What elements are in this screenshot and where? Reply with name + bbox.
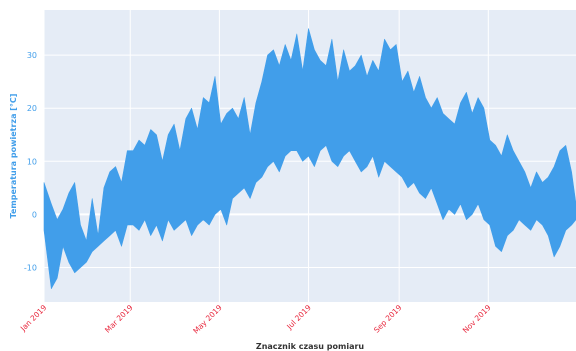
y-tick-label: 30 — [27, 51, 37, 60]
y-axis-title: Temperatura powietrza [°C] — [9, 94, 18, 219]
temperature-series — [43, 28, 576, 289]
x-tick-label: Jul 2019 — [284, 303, 313, 332]
y-tick-label: 0 — [32, 210, 37, 219]
x-tick-label: Sep 2019 — [372, 303, 404, 335]
y-tick-label: 10 — [27, 157, 37, 166]
x-axis-title: Znacznik czasu pomiaru — [256, 342, 365, 351]
x-tick-label: Nov 2019 — [461, 303, 493, 335]
x-tick-label: Mar 2019 — [103, 303, 135, 335]
y-tick-label: 20 — [27, 104, 37, 113]
y-tick-label: -10 — [24, 263, 37, 272]
x-tick-label: May 2019 — [191, 303, 224, 336]
y-tick-labels: -10 0 10 20 30 — [24, 51, 37, 272]
x-tick-label: Jan 2019 — [18, 303, 49, 334]
series-layer — [43, 28, 576, 289]
x-tick-labels: Jan 2019 Mar 2019 May 2019 Jul 2019 Sep 2019… — [18, 303, 493, 336]
